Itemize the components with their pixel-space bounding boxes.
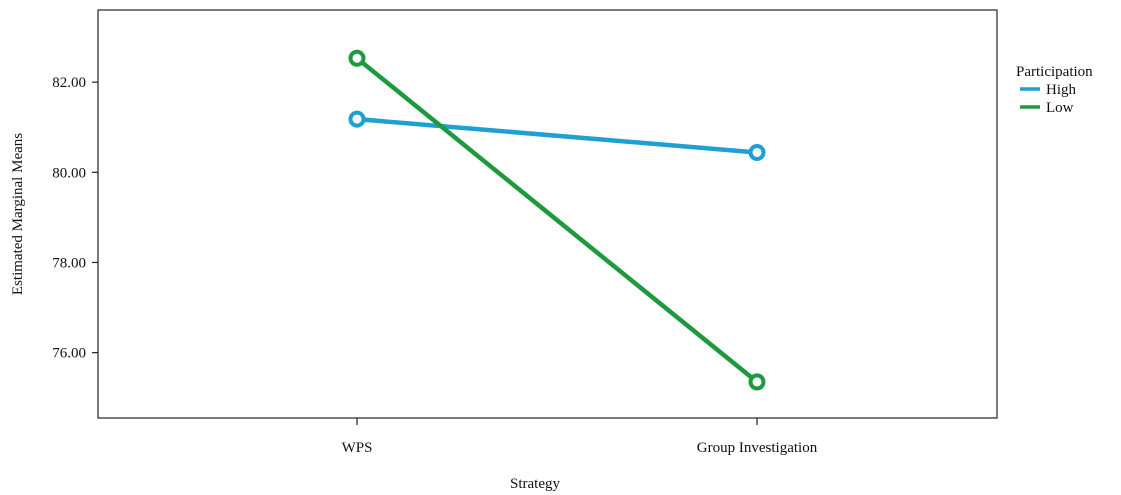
legend-label-low: Low — [1046, 100, 1074, 116]
series-line-high — [354, 116, 760, 155]
y-tick-label: 76.00 — [52, 346, 86, 362]
x-tick-label: Group Investigation — [697, 440, 818, 456]
x-axis: WPS Group Investigation — [342, 418, 818, 456]
legend-label-high: High — [1046, 82, 1077, 98]
y-tick-label: 80.00 — [52, 165, 86, 181]
x-axis-title: Strategy — [510, 476, 560, 492]
data-point-high — [748, 143, 766, 161]
legend-entries: High Low — [1020, 82, 1077, 116]
legend-title: Participation — [1016, 64, 1093, 80]
y-tick-label: 78.00 — [52, 255, 86, 271]
y-axis-title: Estimated Marginal Means — [10, 133, 26, 295]
plot-frame — [97, 9, 998, 419]
data-point-low — [348, 49, 366, 67]
x-tick-label: WPS — [342, 440, 373, 456]
series-line-low — [354, 55, 760, 385]
series-layer — [348, 49, 766, 391]
data-point-high — [348, 110, 366, 128]
y-tick-label: 82.00 — [52, 75, 86, 91]
legend: Participation High Low — [1016, 64, 1093, 116]
y-axis: 76.00 78.00 80.00 82.00 — [52, 75, 98, 362]
data-point-low — [748, 373, 766, 391]
